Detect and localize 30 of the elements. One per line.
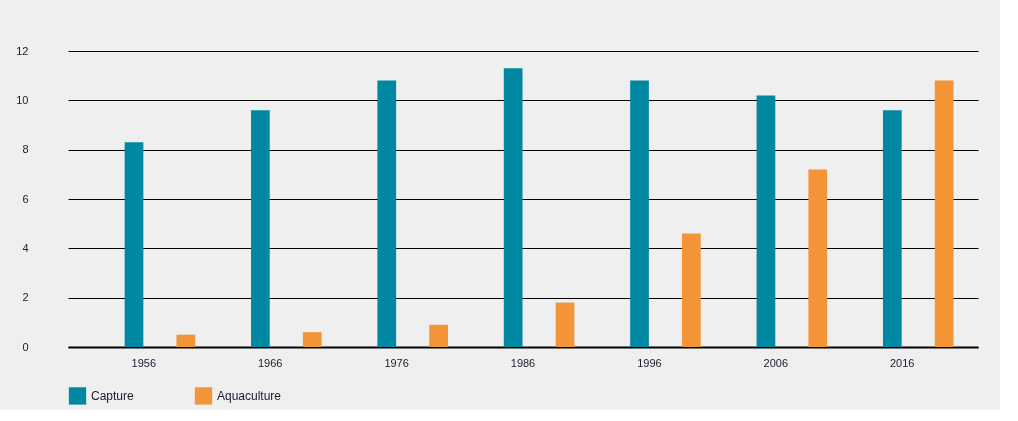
x-tick-label: 1956 <box>131 356 157 369</box>
x-tick-label: 2016 <box>889 356 915 369</box>
bar <box>808 169 828 347</box>
y-tick-label: 12 <box>16 44 29 57</box>
bar <box>630 80 649 347</box>
legend-label: Capture <box>91 388 135 403</box>
bar <box>176 334 196 347</box>
bar <box>251 110 270 347</box>
y-tick-label: 8 <box>22 143 29 156</box>
legend-label: Aquaculture <box>217 388 282 403</box>
bar <box>555 302 575 347</box>
bar <box>756 95 776 347</box>
y-tick-label: 0 <box>22 340 29 353</box>
bar <box>503 68 523 347</box>
bar <box>934 80 954 347</box>
y-tick-label: 4 <box>22 241 29 254</box>
bar <box>377 80 397 347</box>
y-tick-label: 2 <box>22 291 29 304</box>
x-tick-label: 1986 <box>510 356 536 369</box>
x-tick-label: 2006 <box>763 356 789 369</box>
x-tick-label: 1976 <box>384 356 409 369</box>
y-tick-label: 6 <box>22 192 29 205</box>
x-tick-label: 1996 <box>637 356 662 369</box>
bar <box>302 332 322 347</box>
bar <box>429 324 448 347</box>
bar <box>682 233 701 347</box>
bar <box>124 142 144 347</box>
x-tick-label: 1966 <box>257 356 283 369</box>
y-tick-label: 10 <box>16 93 29 106</box>
bar <box>882 110 902 347</box>
